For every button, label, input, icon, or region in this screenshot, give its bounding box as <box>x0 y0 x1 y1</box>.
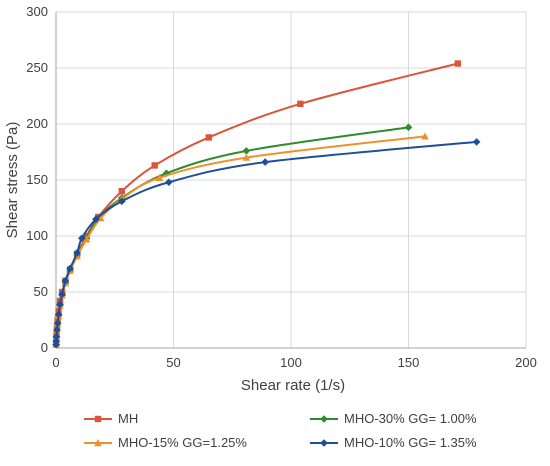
data-point <box>151 162 158 169</box>
data-point <box>118 197 126 206</box>
data-point <box>165 178 173 187</box>
y-tick-label: 50 <box>34 284 48 299</box>
y-axis-title: Shear stress (Pa) <box>4 122 21 239</box>
data-point <box>61 277 70 285</box>
gridlines <box>55 11 527 349</box>
legend-item: MHO-10% GG= 1.35% <box>310 435 477 450</box>
data-point <box>454 60 462 67</box>
data-point <box>52 337 61 346</box>
y-tick-label: 200 <box>26 116 48 131</box>
data-point <box>155 173 164 181</box>
data-point <box>52 333 61 341</box>
data-point <box>78 234 86 243</box>
data-series <box>52 60 481 349</box>
data-point <box>242 147 251 155</box>
legend-label: MHO-10% GG= 1.35% <box>344 435 477 450</box>
legend-label: MH <box>118 411 138 426</box>
data-point <box>261 158 269 166</box>
legend-item: MH <box>84 411 138 426</box>
y-tick-label: 100 <box>26 228 48 243</box>
data-point <box>53 326 61 334</box>
legend-label: MHO-30% GG= 1.00% <box>344 411 477 426</box>
y-tick-label: 0 <box>41 340 48 355</box>
legend-item: MHO-15% GG=1.25% <box>84 435 247 450</box>
data-point <box>54 310 63 319</box>
data-point <box>92 215 100 223</box>
data-point <box>82 235 91 243</box>
legend-label: MHO-15% GG=1.25% <box>118 435 247 450</box>
x-tick-label: 200 <box>515 355 537 370</box>
data-point <box>421 132 429 140</box>
legend-item: MHO-30% GG= 1.00% <box>310 411 477 426</box>
data-point <box>66 264 74 273</box>
data-point <box>205 134 212 141</box>
x-tick-label: 150 <box>398 355 420 370</box>
data-point <box>56 300 64 309</box>
data-point <box>73 249 81 257</box>
x-tick-label: 0 <box>52 355 59 370</box>
tick-labels: 0 50 100 150 200 250 300 0 50 100 150 200 <box>26 4 537 370</box>
data-point <box>472 138 481 146</box>
data-point <box>242 153 251 161</box>
data-point <box>404 123 413 132</box>
legend-marker <box>320 439 328 447</box>
x-tick-label: 100 <box>280 355 302 370</box>
legend-marker <box>94 439 102 447</box>
series-4 <box>52 138 481 349</box>
legend: MH MHO-30% GG= 1.00% MHO-15% GG=1.25% MHO-1… <box>84 411 477 450</box>
legend-marker <box>94 415 102 423</box>
y-tick-label: 250 <box>26 60 48 75</box>
axes <box>55 12 526 349</box>
data-point <box>297 100 304 108</box>
data-point <box>118 188 125 195</box>
data-point <box>53 319 62 328</box>
x-axis-title: Shear rate (1/s) <box>241 377 345 394</box>
y-tick-label: 300 <box>26 4 48 19</box>
y-tick-label: 150 <box>26 172 48 187</box>
x-tick-label: 50 <box>166 355 180 370</box>
legend-marker <box>320 415 328 423</box>
data-point <box>58 290 66 299</box>
